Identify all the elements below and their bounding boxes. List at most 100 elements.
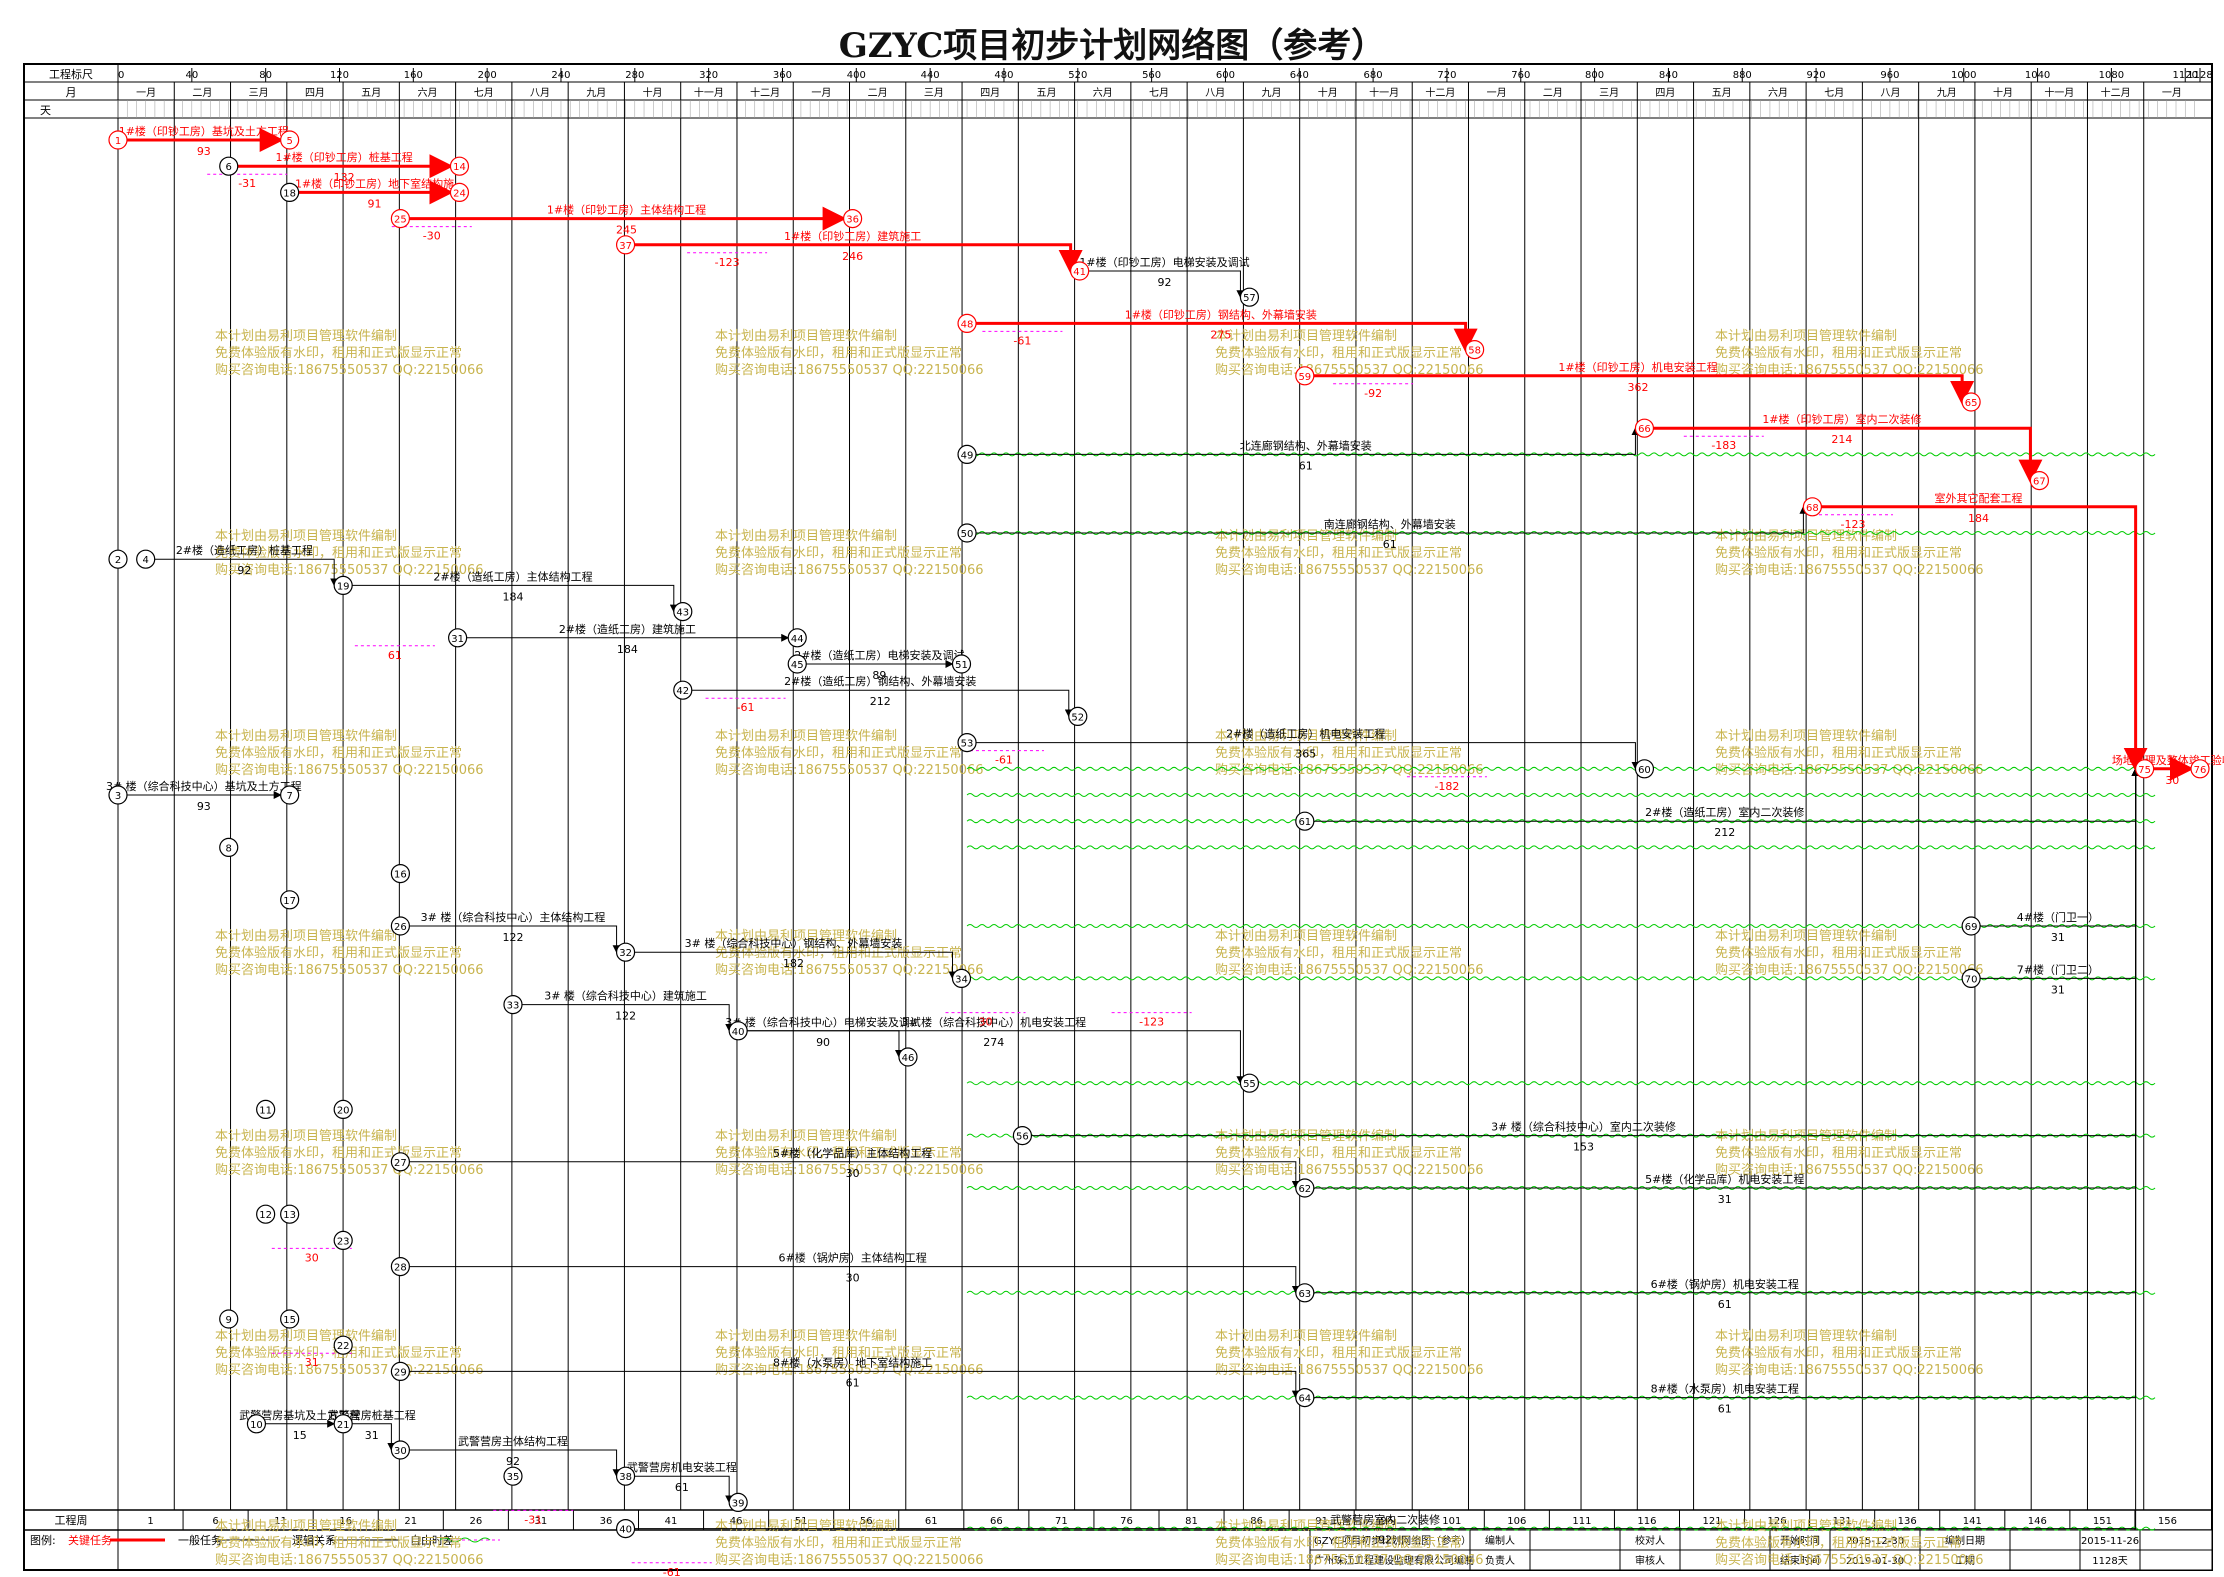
task-label: 1#楼（印钞工房）地下室结构施	[295, 176, 454, 190]
node-circle	[449, 182, 470, 202]
task-line	[1088, 270, 1245, 299]
task-arrow: 室外其它配套工程 184	[1821, 491, 2148, 772]
node-circle	[787, 654, 807, 674]
event-node: 7	[280, 785, 300, 805]
task-label: 3# 楼（综合科技中心）机电安装工程	[901, 1015, 1086, 1029]
event-node: 21	[333, 1414, 353, 1434]
task-duration: 93	[197, 800, 211, 813]
task-arrow: 3# 楼（综合科技中心）机电安装工程 274	[747, 1015, 1245, 1085]
event-node: 9	[219, 1309, 239, 1329]
task-line	[976, 505, 1808, 534]
task-duration: 30	[846, 1272, 860, 1285]
month-cell: 十一月	[1369, 86, 1399, 99]
watermark-text: 购买咨询电话:18675550537 QQ:22150066	[215, 762, 484, 778]
task-arrow: 2#楼（造纸工房）建筑施工 184	[466, 622, 790, 656]
task-arrow: 1#楼（印钞工房）电梯安装及调试 92	[1079, 255, 1250, 299]
month-cell: 三月	[249, 87, 269, 99]
event-node: 3	[108, 785, 128, 805]
watermark-text: 本计划由易利项目管理软件编制	[715, 329, 897, 344]
task-arrow: 1#楼（印钞工房）建筑施工 246	[634, 229, 1083, 274]
event-node: 33	[503, 994, 523, 1015]
float-label: -31	[524, 1513, 542, 1526]
node-number: 33	[507, 1001, 520, 1012]
watermark-text: 本计划由易利项目管理软件编制	[215, 929, 397, 944]
watermark-text: 本计划由易利项目管理软件编制	[1215, 729, 1397, 744]
node-circle	[1295, 1178, 1315, 1198]
event-node: 46	[898, 1047, 918, 1067]
watermark-text: 免费体验版有水印，租用和正式版显示正常	[715, 745, 962, 761]
month-cell: 三月	[924, 87, 944, 99]
node-circle	[2190, 759, 2210, 779]
node-circle	[333, 1335, 353, 1355]
node-circle	[256, 1204, 276, 1224]
task-arrow: 2#楼（造纸工房）钢结构、外幕墙安装 212	[691, 674, 1073, 718]
month-cell: 九月	[1262, 87, 1282, 99]
task-arrow: 3# 楼（综合科技中心）室内二次装修 153	[1031, 767, 2140, 1154]
week-cell: 46	[730, 1516, 743, 1527]
task-label: 3# 楼（综合科技中心）建筑施工	[544, 989, 707, 1003]
task-label: 1#楼（印钞工房）建筑施工	[784, 229, 921, 243]
task-duration: 31	[2051, 983, 2065, 996]
node-number: 51	[955, 660, 968, 671]
node-circle	[615, 235, 636, 255]
event-node: 49	[957, 444, 977, 464]
month-cell: 四月	[305, 87, 325, 99]
legend-critical: 关键任务	[68, 1533, 112, 1547]
watermark-text: 本计划由易利项目管理软件编制	[215, 1329, 397, 1344]
task-label: 3# 楼（综合科技中心）室内二次装修	[1491, 1120, 1676, 1134]
task-duration: 184	[617, 643, 638, 656]
float-label: -123	[1841, 518, 1866, 531]
task-line	[634, 243, 1083, 274]
node-number: 70	[1965, 974, 1978, 985]
task-label: 南连廊钢结构、外幕墙安装	[1324, 517, 1456, 531]
task-label: 2#楼（造纸工房）电梯安装及调试	[794, 648, 964, 662]
event-node: 11	[256, 1099, 276, 1120]
node-circle	[280, 1204, 300, 1224]
watermark-text: 购买咨询电话:18675550537 QQ:22150066	[1215, 562, 1484, 578]
month-cell: 四月	[980, 87, 1000, 99]
week-cell: 71	[1055, 1516, 1068, 1527]
watermark-text: 免费体验版有水印，租用和正式版显示正常	[1215, 345, 1462, 361]
event-node: 32	[615, 942, 636, 962]
task-label: 7#楼（门卫二）	[2017, 962, 2099, 976]
watermark-text: 购买咨询电话:18675550537 QQ:22150066	[1215, 362, 1484, 378]
task-duration: 184	[1968, 512, 1989, 525]
task-arrow: 3# 楼（综合科技中心）主体结构工程 122	[409, 910, 621, 954]
task-arrow: 武警营房机电安装工程 61	[627, 1460, 737, 1504]
free-float-wave	[966, 766, 2156, 771]
watermark-text: 本计划由易利项目管理软件编制	[1715, 329, 1897, 344]
node-circle	[2135, 759, 2155, 779]
watermark-text: 购买咨询电话:18675550537 QQ:22150066	[715, 1362, 984, 1378]
free-float-wave	[966, 1081, 2156, 1086]
watermark-text: 购买咨询电话:18675550537 QQ:22150066	[715, 962, 984, 978]
task-label: 1#楼（印钞工房）基坑及土方工程	[119, 124, 289, 138]
event-node: 37	[615, 235, 636, 255]
event-node: 42	[673, 680, 693, 700]
week-cell: 31	[535, 1516, 548, 1527]
month-cell: 十月	[1993, 86, 2013, 99]
task-arrow: 1#楼（印钞工房）基坑及土方工程 93	[119, 124, 289, 158]
node-circle	[333, 1099, 353, 1120]
task-label: 1#楼（印钞工房）机电安装工程	[1558, 360, 1717, 374]
event-node: 52	[1068, 706, 1088, 727]
float-label: -183	[1711, 439, 1736, 452]
node-circle	[728, 1021, 748, 1041]
week-cell: 51	[795, 1516, 808, 1527]
month-cell: 七月	[1824, 87, 1844, 99]
task-duration: 30	[846, 1167, 860, 1180]
node-circle	[615, 1466, 636, 1486]
task-arrow: 6#楼（锅炉房）主体结构工程 30	[409, 1251, 1300, 1294]
node-number: 27	[394, 1158, 407, 1169]
node-circle	[246, 1414, 267, 1434]
task-line	[1313, 374, 1975, 405]
week-cell: 61	[925, 1516, 938, 1527]
node-number: 6	[226, 162, 232, 173]
task-label: 3# 楼（综合科技中心）主体结构工程	[421, 910, 606, 924]
node-number: 29	[394, 1367, 407, 1378]
task-duration: 122	[502, 931, 523, 944]
task-duration: 31	[1718, 1193, 1732, 1206]
node-circle	[390, 863, 410, 884]
node-circle	[503, 1466, 523, 1486]
watermark-text: 免费体验版有水印，租用和正式版显示正常	[1215, 1145, 1462, 1161]
event-node: 26	[390, 916, 410, 936]
